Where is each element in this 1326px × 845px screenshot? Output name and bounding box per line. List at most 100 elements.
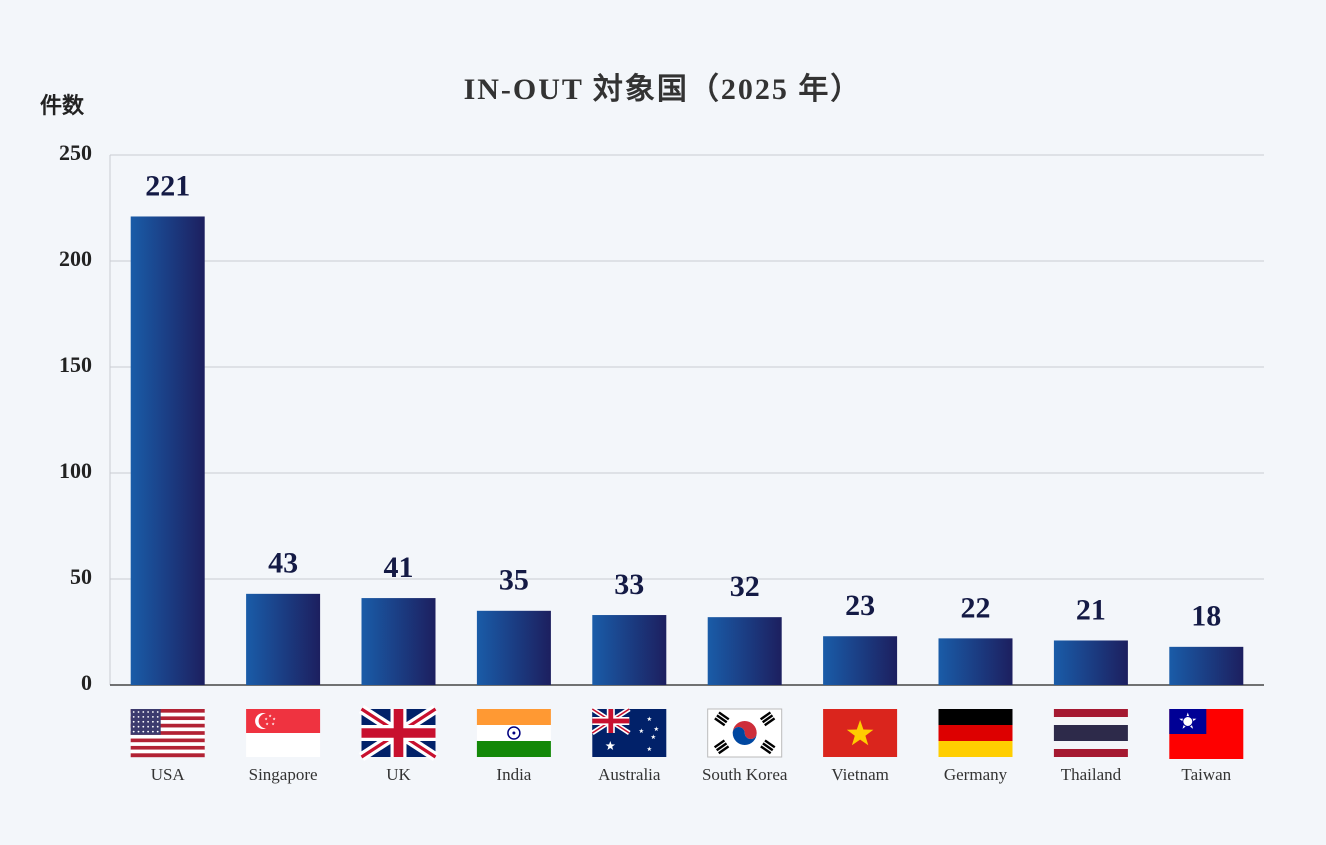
- flag-bar: [764, 717, 776, 727]
- bar: [1169, 646, 1244, 685]
- flag-star: [142, 730, 145, 733]
- flag-stripe: [938, 741, 1013, 757]
- flag-wheel: [512, 731, 516, 735]
- x-tick-label: Vietnam: [831, 765, 889, 784]
- flag: [1169, 709, 1244, 759]
- x-tick-label: South Korea: [702, 765, 788, 784]
- flag: [130, 709, 205, 758]
- flag-cross: [361, 709, 436, 757]
- flag-trigram: [760, 739, 776, 755]
- flag-bar: [715, 742, 728, 752]
- flag-star: [142, 725, 145, 728]
- value-label: 32: [730, 570, 760, 603]
- flag-star: [137, 711, 140, 713]
- flag: [707, 708, 783, 758]
- flag-star: [646, 746, 652, 752]
- flag-star: [264, 717, 268, 721]
- flag-field: [476, 741, 551, 757]
- value-label: 18: [1191, 600, 1221, 633]
- flag-stripe: [130, 712, 205, 717]
- flag-stripe: [130, 745, 205, 750]
- flag-star: [132, 711, 135, 713]
- x-tick-label: Australia: [598, 765, 661, 784]
- flag-star: [132, 720, 135, 723]
- x-tick-label: India: [496, 765, 531, 784]
- flag-star: [268, 714, 272, 718]
- flag-star: [152, 720, 154, 723]
- flag-star: [156, 730, 159, 733]
- value-label: 43: [268, 547, 298, 580]
- flag: [823, 709, 898, 757]
- flag-bar: [760, 745, 772, 755]
- flag: [358, 704, 439, 762]
- flag: [476, 709, 551, 757]
- flag-star: [156, 711, 159, 713]
- flag-bar: [716, 714, 728, 724]
- flag: [938, 709, 1013, 757]
- flag-stripe: [130, 742, 205, 747]
- flag-star: [132, 725, 135, 728]
- flag-trigram: [759, 711, 776, 727]
- flag-star: [846, 720, 874, 746]
- flag-stripe: [130, 749, 205, 754]
- bar: [938, 638, 1013, 685]
- bar: [476, 610, 551, 685]
- y-tick-label: 200: [59, 246, 92, 271]
- flag-trigram: [713, 739, 730, 755]
- value-label: 22: [961, 591, 991, 624]
- x-tick-label: Germany: [944, 765, 1008, 784]
- flag-wheel: [507, 726, 521, 740]
- flag-stripe: [1053, 709, 1128, 717]
- flag-star: [147, 720, 149, 723]
- flag-stripe: [130, 731, 205, 736]
- flag-star: [272, 717, 276, 721]
- flag-stripe: [1053, 725, 1128, 741]
- flag-cross: [592, 709, 630, 733]
- flag-stripe: [130, 753, 205, 758]
- bar: [707, 617, 782, 685]
- flag-stripe: [130, 738, 205, 743]
- flag-taeguk: [732, 727, 757, 745]
- bar: [361, 598, 436, 685]
- flag-star: [142, 716, 145, 718]
- flag-star: [650, 734, 656, 740]
- flag-star: [147, 716, 149, 718]
- bar: [823, 636, 898, 685]
- flag-canton: [130, 709, 161, 735]
- flag-bar: [713, 739, 726, 749]
- flag-star: [152, 725, 154, 728]
- flag-star: [137, 725, 140, 728]
- flag-bar: [718, 711, 730, 721]
- value-label: 33: [614, 568, 644, 601]
- value-label: 221: [145, 169, 190, 202]
- flag-star: [646, 716, 652, 722]
- flag-star: [152, 716, 154, 718]
- flag: [590, 706, 667, 757]
- flag-star: [653, 726, 659, 732]
- flag-canton: [590, 706, 631, 736]
- flag-star: [265, 722, 269, 726]
- bar: [246, 593, 321, 685]
- y-tick-label: 0: [81, 670, 92, 695]
- flag-star: [147, 711, 149, 713]
- flag-sun: [1182, 716, 1194, 727]
- flag-field: [246, 733, 321, 757]
- x-tick-label: Taiwan: [1181, 765, 1231, 784]
- flag-star: [271, 722, 275, 726]
- flag-stripe: [1053, 741, 1128, 749]
- flag-bar: [714, 717, 726, 727]
- flag-star: [147, 725, 149, 728]
- flag-star: [638, 728, 644, 734]
- value-label: 23: [845, 589, 875, 622]
- flag-stripe: [130, 723, 205, 728]
- flag-star: [137, 720, 140, 723]
- flag-stripe: [938, 709, 1013, 725]
- flag-star: [132, 730, 135, 733]
- flag-bar: [759, 711, 772, 721]
- flag-stripe: [938, 725, 1013, 741]
- chart-title: IN-OUT 対象国（2025 年）: [464, 72, 863, 106]
- flag-star: [605, 741, 616, 750]
- flag-bar: [762, 742, 774, 752]
- flag-field: [476, 709, 551, 725]
